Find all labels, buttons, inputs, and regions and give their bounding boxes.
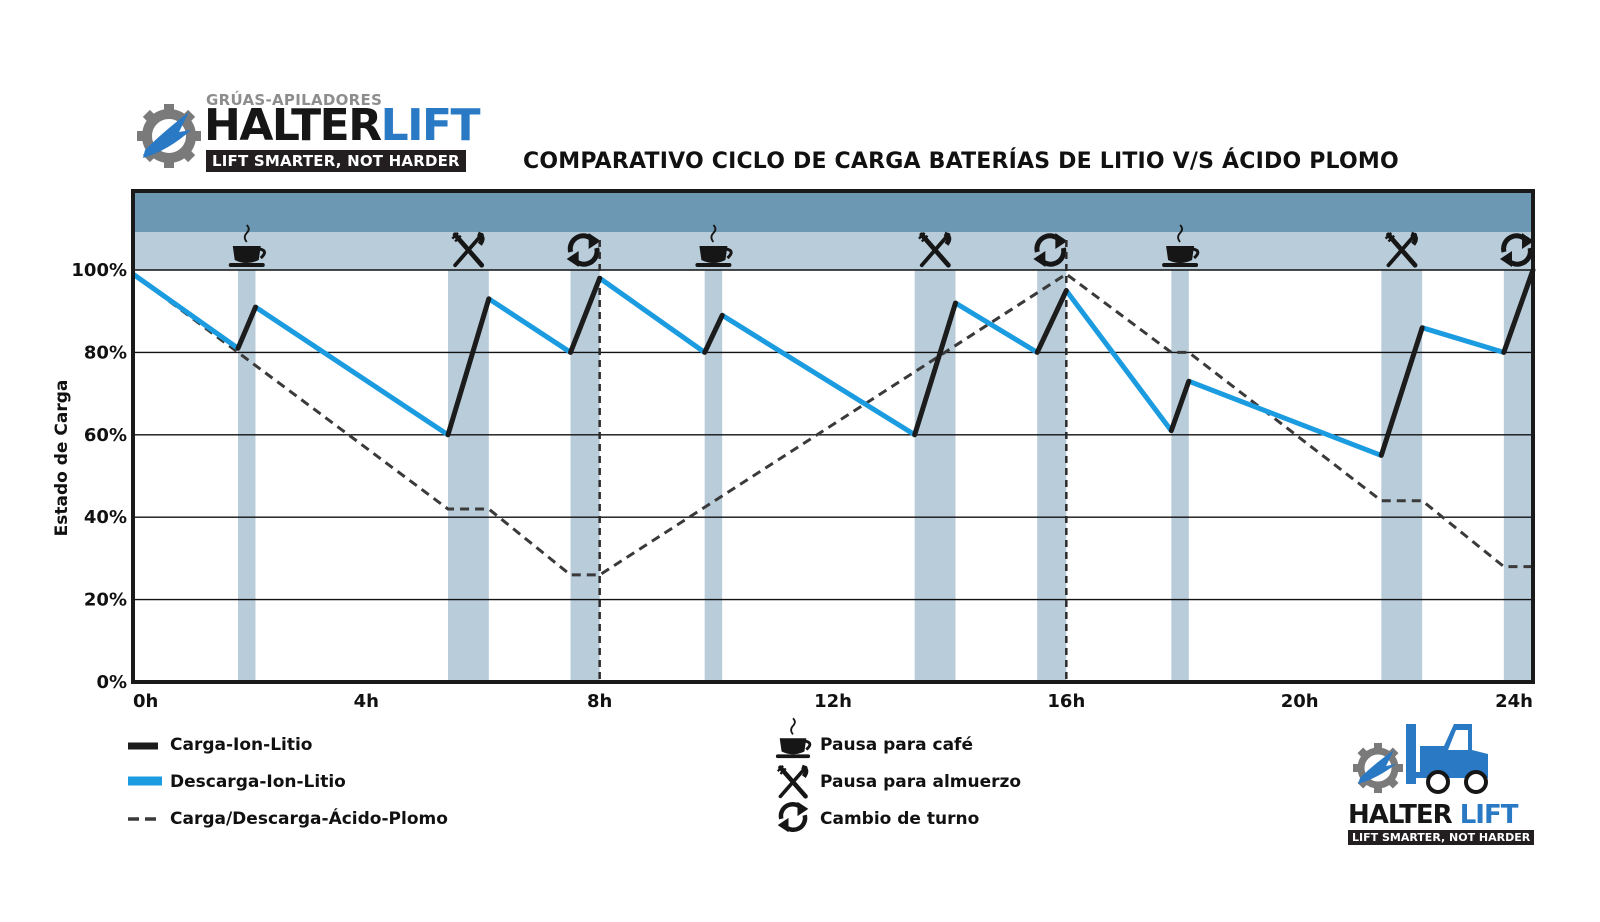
series-charge-segment — [1034, 288, 1069, 355]
x-tick-label: 8h — [587, 691, 612, 712]
break-band-coffee — [1171, 270, 1189, 682]
bottom-brand-halter: HALTER — [1348, 800, 1453, 830]
break-band-lunch — [1381, 270, 1423, 682]
bottom-brand-tagline: LIFT SMARTER, NOT HARDER — [1348, 830, 1535, 845]
legend-label-shift: Cambio de turno — [820, 809, 980, 829]
series-lines — [131, 240, 1536, 682]
series-charge-segment — [235, 304, 258, 351]
fork-knife-icon — [451, 231, 485, 268]
brand-subtitle: GRÚAS-APILADORES — [206, 91, 383, 109]
chart-title: COMPARATIVO CICLO DE CARGA BATERÍAS DE L… — [523, 149, 1399, 174]
brand-logo-bottom: HALTER LIFT LIFT SMARTER, NOT HARDER — [1348, 720, 1548, 845]
y-tick-label: 80% — [84, 342, 127, 363]
shift-change-icon — [1033, 233, 1068, 267]
legend-item-discharge: Descarga-Ion-Litio — [170, 770, 346, 794]
series-discharge-segment — [954, 300, 1039, 355]
series-charge-segment — [445, 296, 492, 438]
series-charge-segment — [1378, 325, 1425, 458]
break-band-lunch — [914, 270, 956, 682]
series-charge-segment — [1501, 267, 1536, 355]
bottom-brand-name: HALTER LIFT — [1348, 800, 1519, 830]
series-discharge-segment — [254, 305, 450, 437]
break-band-coffee — [704, 270, 723, 682]
coffee-icon — [1162, 224, 1200, 267]
legend-item-coffee: Pausa para café — [820, 733, 973, 757]
break-band-shift — [1503, 270, 1533, 682]
break-band-coffee — [238, 270, 256, 682]
bottom-brand-lift: LIFT — [1459, 800, 1519, 830]
series-discharge-segment — [1064, 289, 1174, 433]
fork-knife-icon — [1384, 231, 1418, 268]
series-charge-segment — [912, 300, 958, 438]
break-band-lunch — [448, 270, 489, 682]
legend-label-coffee: Pausa para café — [820, 735, 973, 755]
fork-knife-icon — [776, 764, 809, 799]
brand-tagline: LIFT SMARTER, NOT HARDER — [206, 150, 466, 172]
axis-ticks: 0% 20% 40% 60% 80% 100% 0h 4h 8h 12h 16h 20h 24h — [71, 260, 1533, 712]
shift-change-icon — [566, 233, 601, 267]
legend-label-lunch: Pausa para almuerzo — [820, 772, 1022, 792]
x-tick-label: 12h — [814, 691, 852, 712]
break-band-shift — [1037, 270, 1067, 682]
legend-item-lead-acid: Carga/Descarga-Ácido-Plomo — [170, 807, 448, 831]
legend-icons — [128, 717, 812, 833]
x-tick-label: 4h — [354, 691, 379, 712]
y-tick-label: 40% — [84, 507, 127, 528]
header-band-top — [133, 191, 1533, 232]
brand-name: HALTERLIFT — [204, 104, 481, 148]
legend-item-lunch: Pausa para almuerzo — [820, 770, 1021, 794]
gridlines — [133, 269, 1533, 683]
series-discharge-segment — [720, 313, 917, 437]
y-tick-label: 20% — [84, 590, 127, 611]
legend-label-charge: Carga-Ion-Litio — [170, 735, 313, 755]
break-band-shift — [570, 270, 600, 682]
series-discharge-segment — [487, 296, 572, 355]
legend-item-charge: Carga-Ion-Litio — [170, 733, 312, 757]
break-bands — [133, 191, 1533, 682]
brand-name-halter: HALTER — [204, 100, 382, 151]
series-discharge-segment — [598, 276, 707, 355]
x-tick-label: 0h — [133, 691, 158, 712]
forklift-logo-icon — [1353, 724, 1488, 794]
chart-frame — [131, 189, 1535, 684]
x-tick-label: 24h — [1495, 691, 1533, 712]
gear-logo-icon — [136, 103, 202, 173]
shift-change-icon — [777, 801, 809, 833]
series-discharge-segment — [1421, 325, 1505, 355]
header-band-icons — [133, 232, 1533, 270]
coffee-icon — [228, 224, 266, 267]
series-charge-segment — [1168, 378, 1192, 434]
y-tick-label: 0% — [96, 672, 127, 693]
y-tick-label: 60% — [84, 425, 127, 446]
plot-border — [131, 189, 1535, 684]
brand-name-lift: LIFT — [380, 100, 481, 151]
shift-change-icon — [1500, 233, 1534, 267]
y-tick-label: 100% — [71, 260, 127, 281]
legend-label-lead-acid: Carga/Descarga-Ácido-Plomo — [170, 809, 448, 829]
series-charge-segment — [702, 312, 725, 355]
legend-label-discharge: Descarga-Ion-Litio — [170, 772, 346, 792]
y-axis-title: Estado de Carga — [52, 379, 72, 537]
fork-knife-icon — [918, 231, 952, 268]
x-tick-label: 16h — [1047, 691, 1085, 712]
x-tick-label: 20h — [1281, 691, 1319, 712]
series-discharge-segment — [1187, 378, 1383, 458]
break-icons — [228, 224, 1534, 268]
coffee-icon — [775, 717, 812, 759]
series-lead-segment — [132, 272, 1533, 577]
legend-item-shift: Cambio de turno — [820, 807, 979, 831]
series-discharge-segment — [131, 272, 240, 351]
coffee-icon — [695, 224, 733, 267]
series-charge-segment — [568, 275, 603, 355]
